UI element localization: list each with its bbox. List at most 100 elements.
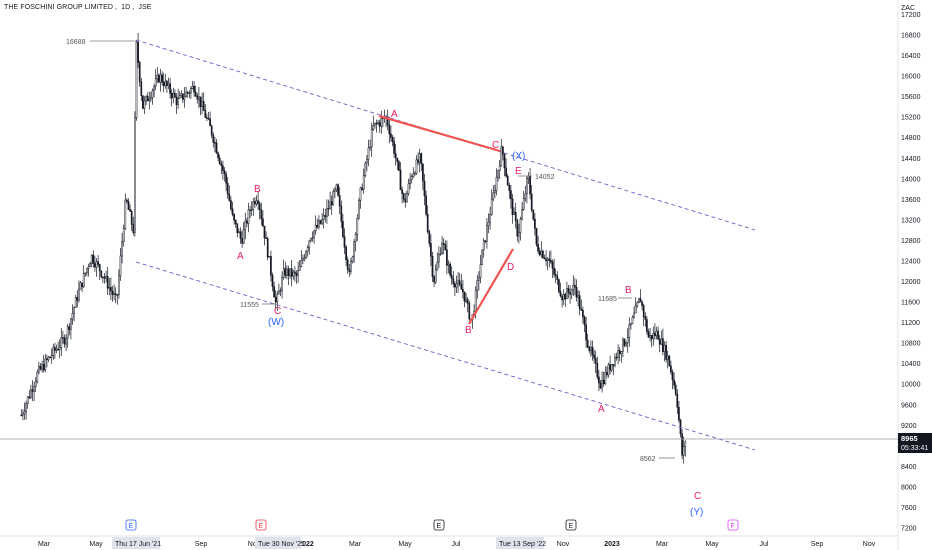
price-tick-label: 15200	[901, 115, 921, 122]
candle	[594, 350, 597, 374]
candle	[329, 191, 331, 210]
candle	[42, 355, 45, 373]
price-tick-label: 17200	[901, 12, 921, 19]
candle	[110, 277, 112, 300]
event-marker-4[interactable]: E	[565, 519, 577, 531]
candle	[172, 87, 175, 104]
candle	[650, 334, 653, 348]
candle	[239, 227, 242, 244]
time-axis[interactable]: Mar May Sep Nov 2022 Mar May Jul Sep Nov 2023 Mar Ma…	[38, 541, 876, 548]
candle	[562, 289, 565, 305]
candle	[164, 73, 167, 89]
candle	[543, 254, 546, 260]
candle	[423, 173, 426, 206]
candle	[441, 236, 443, 255]
candle	[530, 185, 533, 213]
wave-label-x: (X)	[512, 151, 525, 162]
candle	[476, 274, 479, 299]
candle	[407, 178, 410, 196]
candle	[241, 230, 243, 248]
candle	[348, 263, 351, 277]
candle	[33, 382, 35, 402]
price-tick-label: 13600	[901, 197, 921, 204]
candle	[335, 183, 338, 193]
symbol-name: THE FOSCHINI GROUP LIMITED	[4, 4, 114, 11]
candle	[34, 377, 37, 393]
candle	[377, 119, 379, 126]
candle	[263, 225, 266, 246]
candle	[364, 161, 367, 178]
candle	[590, 340, 592, 357]
candle	[625, 341, 627, 348]
candle	[463, 291, 466, 308]
candle	[684, 440, 687, 457]
price-tag-value: 8965	[901, 434, 918, 443]
candle	[526, 176, 528, 204]
candle	[574, 277, 576, 296]
trendline-bd[interactable]	[468, 248, 514, 325]
candle	[28, 390, 31, 400]
time-tick-label: Nov	[248, 541, 261, 548]
candle	[182, 93, 184, 104]
price-tag-countdown: 05:33:41	[901, 445, 928, 452]
candle	[334, 187, 336, 199]
low-label-2: 8562	[640, 456, 656, 463]
candle	[628, 317, 631, 347]
candle	[578, 291, 581, 316]
candle	[535, 227, 538, 247]
candle	[49, 356, 51, 359]
candle	[265, 231, 267, 239]
channel-lower-line[interactable]	[135, 261, 756, 451]
event-marker-1-label: E	[129, 523, 134, 530]
date-label-3: Tue 13 Sep '22	[496, 537, 546, 549]
candle	[495, 168, 498, 196]
candle	[524, 185, 527, 202]
candle	[636, 300, 639, 308]
candle	[641, 300, 643, 311]
candle	[396, 157, 399, 171]
time-tick-label: May	[89, 541, 103, 548]
candle	[58, 339, 61, 359]
candle	[210, 124, 213, 139]
candle	[519, 216, 522, 241]
candle	[218, 154, 221, 165]
candle	[30, 384, 32, 400]
candle	[514, 202, 517, 229]
candle	[468, 300, 471, 321]
event-marker-3[interactable]: E	[433, 519, 445, 531]
price-tick-label: 12400	[901, 258, 921, 265]
candle	[254, 197, 256, 208]
time-tick-label: Nov	[863, 541, 876, 548]
candle	[412, 167, 415, 179]
time-tick-label: Mar	[349, 541, 362, 548]
candle	[663, 341, 666, 362]
event-marker-1[interactable]: E	[125, 519, 137, 531]
candle	[398, 159, 400, 172]
trendline-ac[interactable]	[378, 114, 501, 153]
wave-label-w: (W)	[268, 317, 284, 328]
candle	[252, 198, 255, 216]
candle	[582, 306, 584, 324]
time-tick-label: Sep	[811, 541, 824, 548]
candle	[63, 334, 66, 348]
candle	[87, 263, 90, 277]
candle	[86, 267, 88, 277]
candle	[548, 251, 551, 268]
candle	[679, 418, 682, 438]
candle	[644, 312, 647, 327]
candle	[209, 111, 211, 127]
candle	[670, 360, 672, 375]
event-marker-5[interactable]: F	[727, 519, 739, 531]
candle	[378, 119, 381, 133]
candle	[521, 202, 523, 221]
price-tick-label: 16000	[901, 74, 921, 81]
event-marker-2[interactable]: E	[255, 519, 267, 531]
candle	[359, 186, 362, 209]
candle	[290, 260, 293, 287]
date-label-2: Tue 30 Nov '21	[255, 537, 305, 549]
candle	[490, 189, 493, 216]
candle	[183, 87, 186, 108]
candle	[527, 172, 530, 184]
price-axis[interactable]: 7200760080008400880092009600100001040010…	[901, 12, 921, 533]
